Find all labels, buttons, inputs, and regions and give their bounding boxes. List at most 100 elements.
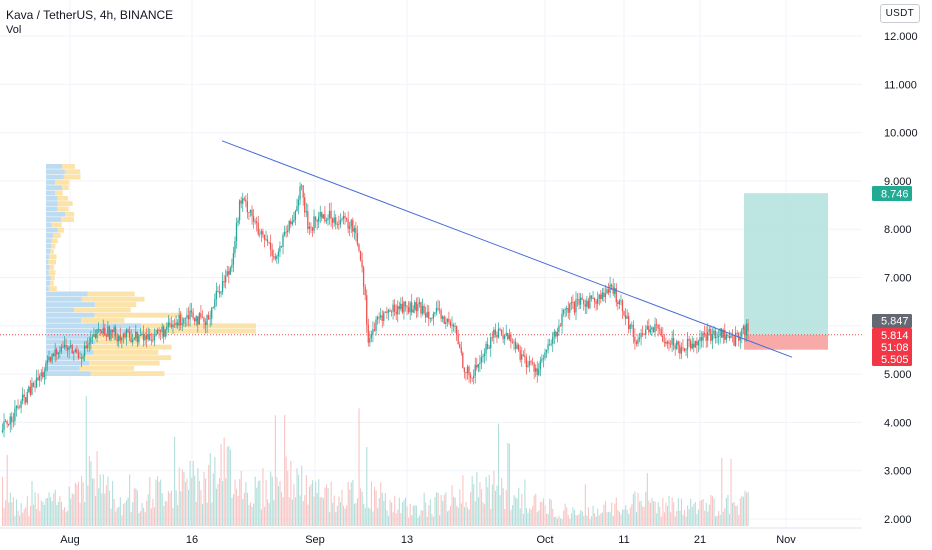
candle (62, 347, 64, 348)
candle (369, 337, 371, 343)
volume-bar (516, 498, 518, 526)
candle (593, 298, 596, 302)
candle (480, 357, 483, 363)
volume-profile-bar (51, 238, 58, 244)
candle (367, 324, 369, 343)
volume-bar (226, 446, 228, 526)
candle (652, 327, 655, 333)
time-axis[interactable]: Aug 16 Sep 13 Oct 11 21 Nov (0, 527, 862, 546)
high-price-label-bg (872, 314, 912, 328)
candle (46, 360, 49, 364)
volume-bar (81, 476, 83, 526)
candle (446, 318, 448, 323)
volume-bar (287, 470, 289, 526)
candle (265, 239, 267, 241)
volume-indicator-label[interactable]: Vol (6, 24, 22, 36)
candle (733, 335, 735, 346)
volume-bar (243, 492, 245, 526)
candle (156, 329, 159, 335)
volume-bar (719, 515, 721, 526)
candle (423, 305, 425, 314)
candle (578, 298, 580, 305)
candle (440, 310, 442, 319)
candle (254, 221, 256, 223)
volume-bar (147, 494, 149, 526)
volume-bar (273, 500, 275, 526)
volume-bar (31, 481, 33, 526)
volume-bar (302, 501, 304, 526)
candle (74, 349, 76, 353)
candle (113, 327, 115, 333)
volume-bar (728, 514, 731, 526)
candle (463, 368, 465, 372)
volume-bar (448, 510, 450, 526)
candle (579, 297, 582, 305)
volume-bar (459, 489, 461, 526)
volume-bar (622, 509, 624, 526)
volume-profile-bar (46, 334, 91, 339)
volume-bar (494, 490, 496, 526)
volume-bar (293, 484, 295, 526)
candle (136, 331, 138, 342)
candle (651, 327, 653, 330)
candle (366, 295, 368, 325)
price-tick-label: 9.000 (884, 176, 912, 188)
candle (214, 298, 216, 308)
candle (223, 281, 225, 283)
currency-badge[interactable]: USDT (879, 4, 920, 23)
candle (290, 220, 292, 225)
volume-profile-bar (46, 195, 58, 201)
volume-profile-bar (57, 201, 73, 206)
candle (581, 297, 583, 300)
candle (21, 394, 24, 401)
candle (576, 298, 579, 300)
volume-profile-bar (61, 217, 74, 222)
volume-bar (46, 497, 49, 526)
candle (132, 339, 134, 343)
candle (443, 316, 445, 324)
candle (164, 329, 166, 337)
volume-bar (485, 476, 487, 526)
volume-bar (412, 505, 414, 526)
volume-profile-bar (46, 259, 49, 265)
volume-bar (251, 506, 253, 526)
volume-bar (288, 497, 290, 526)
price-axis[interactable]: 12.00011.00010.0009.0008.0007.0006.0005.… (884, 31, 918, 526)
candle (4, 421, 7, 423)
candle (392, 304, 394, 312)
candle (389, 310, 391, 312)
candle (345, 217, 348, 220)
candle (251, 209, 253, 216)
candle (445, 322, 447, 324)
position-tool[interactable] (0, 193, 862, 350)
candle (101, 331, 103, 334)
candle (277, 251, 279, 256)
volume-bar (425, 502, 427, 526)
volume-bar (270, 471, 272, 526)
candle (184, 317, 186, 319)
volume-bar (25, 507, 27, 526)
volume-bar (274, 415, 276, 526)
candle (271, 249, 273, 257)
volume-bar (398, 497, 400, 526)
annotations[interactable] (221, 140, 793, 358)
volume-profile-bar (65, 211, 75, 217)
candle (473, 375, 475, 379)
candle (610, 284, 613, 287)
symbol-title[interactable]: Kava / TetherUS, 4h, BINANCE (6, 8, 174, 22)
volume-bar (350, 482, 352, 526)
volume-bar (519, 508, 521, 526)
volume-bar (37, 493, 39, 526)
volume-bar (665, 502, 667, 526)
candle (682, 347, 684, 349)
volume-bar (626, 509, 628, 526)
candle (66, 347, 69, 351)
volume-bar (212, 473, 214, 526)
volume-bar (8, 502, 10, 526)
volume-bar (144, 512, 146, 526)
volume-bar (248, 504, 250, 526)
candle (125, 329, 128, 338)
volume-bar (566, 507, 568, 526)
candle (269, 242, 272, 250)
